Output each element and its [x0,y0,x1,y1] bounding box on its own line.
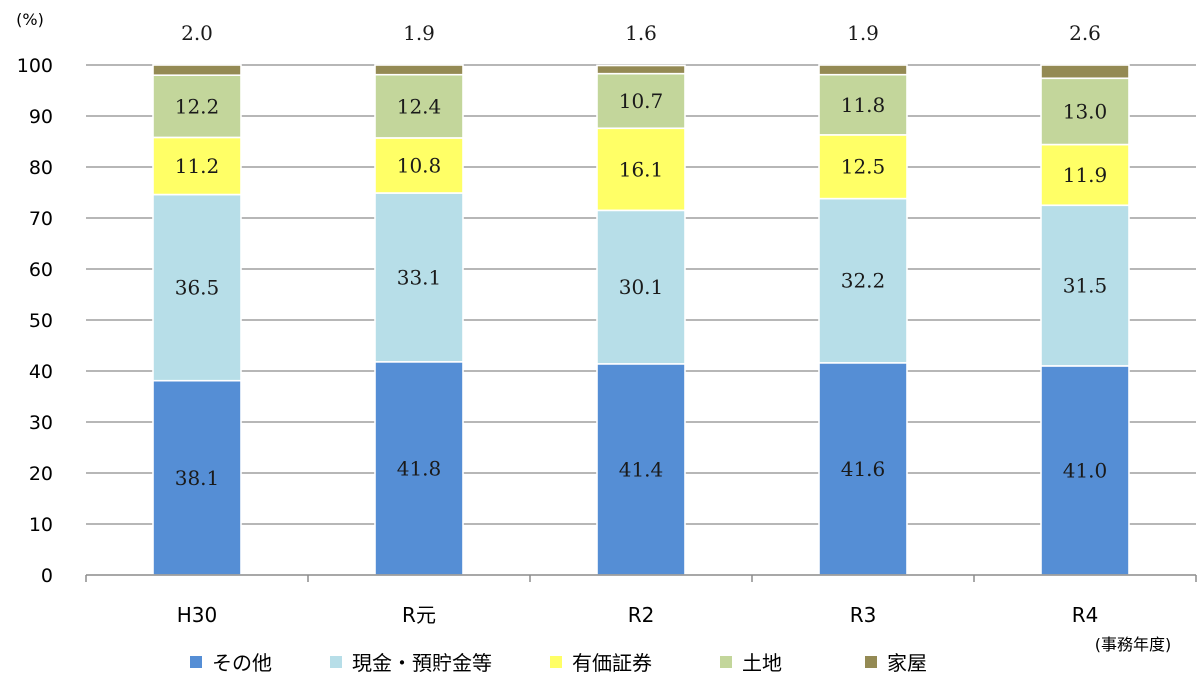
data-label: 10.8 [397,153,442,177]
data-label: 16.1 [619,157,664,181]
legend: その他 現金・預貯金等 有価証券 土地 家屋 [190,651,927,675]
legend-swatch [865,656,877,668]
data-label: 13.0 [1063,99,1108,123]
legend-swatch [190,656,202,668]
data-label: 12.4 [397,94,442,118]
x-tick-label: R3 [850,603,877,627]
y-tick-label: 10 [29,514,53,536]
data-label: 12.2 [175,94,220,118]
data-label: 41.4 [619,457,664,481]
y-tick-label: 30 [29,412,53,434]
x-tick-label: R元 [402,603,436,627]
legend-label: その他 [212,651,272,675]
y-tick-label: 60 [29,259,53,281]
data-label: 11.8 [841,93,886,117]
data-label: 38.1 [175,466,220,490]
y-tick-label: 70 [29,208,53,230]
label-layer: 38.1 36.5 11.2 12.2 2.0 41.8 33.1 10.8 12.4 1.9 41… [175,21,1108,490]
bar-segment [1040,143,1130,207]
data-label: 2.6 [1069,21,1101,45]
legend-swatch [550,656,562,668]
bar-segment [152,74,242,139]
y-tick-label: 40 [29,361,53,383]
bar-segment [1040,204,1130,367]
x-tick-label: H30 [177,603,218,627]
bar-layer [152,64,1130,576]
bar-segment [596,64,686,75]
data-label: 1.9 [847,21,879,45]
y-tick-label: 100 [17,55,53,77]
bar-segment [818,64,908,76]
data-label: 12.5 [841,155,886,179]
axis-layer: 0 10 20 30 40 50 60 70 80 90 100 (%) H30 R元 R2 R3 R4 (事務年… [16,10,1197,654]
legend-swatch [330,656,342,668]
legend-label: 有価証券 [572,651,652,675]
data-label: 1.9 [403,21,435,45]
bar-segment [1040,365,1130,576]
bar-segment [818,197,908,364]
y-tick-label: 50 [29,310,53,332]
bar-segment [152,136,242,196]
y-tick-label: 90 [29,106,53,128]
bar-segment [596,363,686,576]
data-label: 41.6 [841,457,886,481]
data-label: 11.2 [175,154,220,178]
bar-segment [374,361,464,576]
data-label: 32.2 [841,269,886,293]
y-tick-label: 80 [29,157,53,179]
legend-swatch [720,656,732,668]
data-label: 36.5 [175,276,220,300]
bar-segment [152,64,242,76]
bar-segment [818,134,908,200]
x-tick-label: R4 [1072,603,1099,627]
bar-segment [374,64,464,76]
data-label: 33.1 [397,265,442,289]
data-label: 11.9 [1063,163,1108,187]
data-label: 2.0 [181,21,213,45]
bar-segment [152,193,242,382]
data-label: 30.1 [619,275,664,299]
x-tick-label: R2 [628,603,655,627]
x-axis-unit-label: (事務年度) [1095,635,1172,654]
data-label: 41.8 [397,456,442,480]
bar-segment [1040,64,1130,80]
bar-segment [374,192,464,363]
bar-segment [374,137,464,194]
bar-segment [596,127,686,212]
data-label: 41.0 [1063,458,1108,482]
y-tick-label: 20 [29,463,53,485]
legend-label: 土地 [742,651,782,675]
y-tick-label: 0 [41,565,53,587]
bar-segment [818,362,908,576]
data-label: 10.7 [619,89,664,113]
legend-label: 家屋 [887,651,927,675]
data-label: 1.6 [625,21,657,45]
data-label: 31.5 [1063,274,1108,298]
bar-segment [818,73,908,136]
y-axis-unit-label: (%) [16,10,44,29]
legend-label: 現金・預貯金等 [352,651,492,675]
